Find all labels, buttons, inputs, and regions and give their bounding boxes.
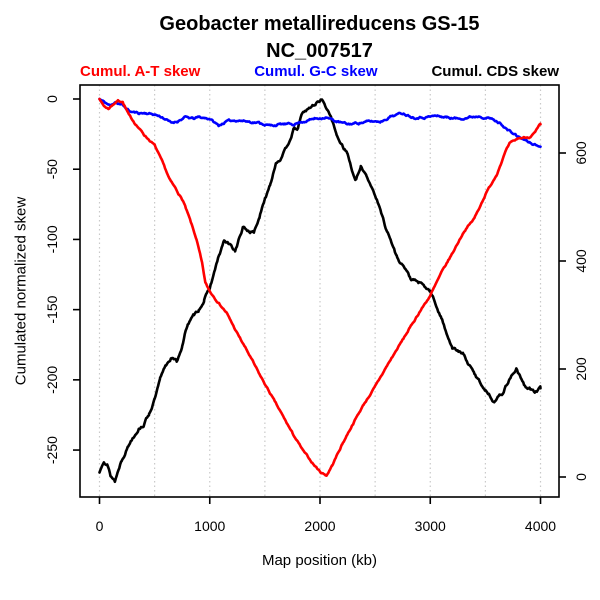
series-at-skew — [98, 97, 542, 478]
chart-title: Geobacter metallireducens GS-15 — [159, 13, 480, 35]
legend-item-cds-skew: Cumul. CDS skew — [431, 62, 559, 80]
y-right-tick-label: 200 — [573, 357, 589, 381]
y-left-tick-label: -150 — [44, 295, 60, 323]
y-left-tick-label: -50 — [44, 159, 60, 179]
legend-item-gc-skew: Cumul. G-C skew — [254, 62, 378, 80]
y-axis-label: Cumulated normalized skew — [12, 196, 30, 386]
x-axis-tick-label: 0 — [96, 518, 104, 534]
x-axis-label: Map position (kb) — [261, 552, 378, 569]
y-left-tick-label: 0 — [44, 95, 60, 103]
plot-border — [79, 84, 560, 498]
y-left-tick-label: -250 — [44, 436, 60, 464]
x-axis-tick-label: 3000 — [415, 518, 446, 534]
x-axis-tick-label: 2000 — [304, 518, 335, 534]
x-axis-tick-label: 4000 — [525, 518, 556, 534]
y-right-tick-label: 0 — [573, 473, 589, 481]
series-cds-skew — [98, 98, 542, 484]
legend-item-at-skew: Cumul. A-T skew — [80, 62, 201, 80]
y-right-tick-label: 400 — [573, 249, 589, 273]
chart-subtitle: NC_007517 — [266, 40, 373, 62]
y-right-tick-label: 600 — [573, 141, 589, 165]
legend: Cumul. A-T skew Cumul. G-C skew Cumul. C… — [80, 62, 559, 80]
y-left-tick-label: -100 — [44, 225, 60, 253]
y-left-tick-label: -200 — [44, 366, 60, 394]
x-axis-tick-label: 1000 — [194, 518, 225, 534]
series-gc-skew — [98, 97, 542, 148]
